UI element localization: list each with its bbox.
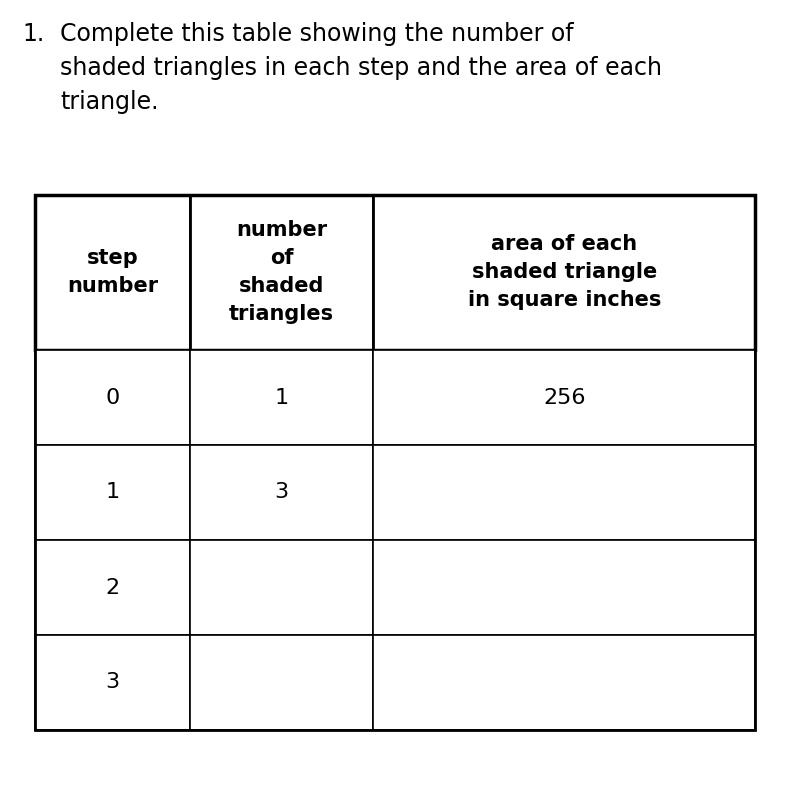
Bar: [35, 445, 190, 540]
Text: area of each
shaded triangle
in square inches: area of each shaded triangle in square i…: [467, 234, 661, 310]
Bar: [190, 635, 374, 730]
Bar: [35, 540, 190, 635]
Bar: [374, 195, 755, 350]
Text: 3: 3: [106, 673, 119, 692]
Text: triangle.: triangle.: [60, 90, 158, 114]
Bar: [35, 350, 190, 445]
Bar: [190, 195, 374, 350]
Bar: [374, 445, 755, 540]
Bar: [374, 635, 755, 730]
Text: Complete this table showing the number of: Complete this table showing the number o…: [60, 22, 574, 46]
Bar: [190, 540, 374, 635]
Text: 1.: 1.: [22, 22, 44, 46]
Text: 1: 1: [106, 483, 119, 503]
Text: 2: 2: [106, 577, 119, 597]
Text: step
number: step number: [67, 249, 158, 297]
Bar: [35, 635, 190, 730]
Text: 3: 3: [274, 483, 289, 503]
Text: shaded triangles in each step and the area of each: shaded triangles in each step and the ar…: [60, 56, 662, 80]
Bar: [374, 350, 755, 445]
Bar: [374, 540, 755, 635]
Bar: [35, 195, 190, 350]
Text: 256: 256: [543, 387, 586, 407]
Bar: [190, 445, 374, 540]
Bar: [190, 350, 374, 445]
Text: number
of
shaded
triangles: number of shaded triangles: [229, 221, 334, 325]
Bar: [35, 195, 755, 350]
Text: 1: 1: [274, 387, 289, 407]
Text: 0: 0: [106, 387, 119, 407]
Bar: [35, 195, 755, 730]
